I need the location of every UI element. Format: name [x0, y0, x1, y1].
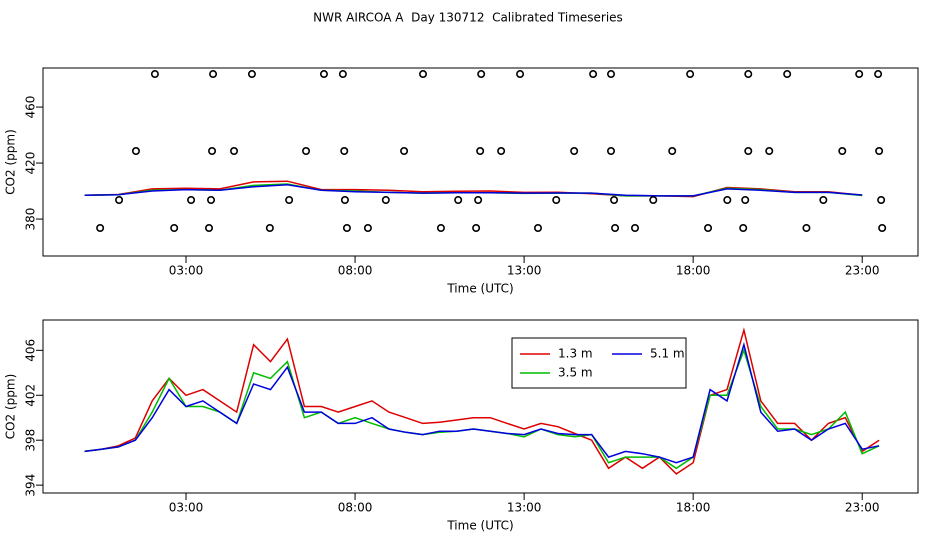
- data-point: [765, 147, 774, 156]
- data-point: [115, 196, 124, 205]
- data-point: [878, 224, 887, 233]
- x-tick-label: 23:00: [845, 501, 880, 515]
- data-point: [363, 224, 372, 233]
- data-point: [739, 224, 748, 233]
- data-point: [668, 147, 677, 156]
- data-line: [84, 183, 863, 197]
- x-tick-label: 08:00: [338, 264, 373, 278]
- data-point: [607, 147, 616, 156]
- data-point: [96, 224, 105, 233]
- data-point: [741, 196, 750, 205]
- data-point: [516, 70, 525, 79]
- data-point: [131, 147, 140, 156]
- data-point: [170, 224, 179, 233]
- data-point: [802, 224, 811, 233]
- data-point: [533, 224, 542, 233]
- data-point: [474, 196, 483, 205]
- data-point: [570, 147, 579, 156]
- data-point: [247, 70, 256, 79]
- x-tick-label: 08:00: [338, 501, 373, 515]
- data-point: [477, 70, 486, 79]
- data-point: [319, 70, 328, 79]
- plot-frame: [42, 67, 919, 257]
- y-tick-label: 394: [24, 474, 38, 497]
- data-point: [340, 147, 349, 156]
- data-point: [150, 70, 159, 79]
- x-axis-label: Time (UTC): [446, 519, 513, 533]
- y-tick-label: 398: [24, 429, 38, 452]
- data-point: [208, 147, 217, 156]
- data-point: [207, 196, 216, 205]
- x-tick-label: 18:00: [676, 501, 711, 515]
- x-tick-label: 13:00: [507, 501, 542, 515]
- data-point: [875, 147, 884, 156]
- data-point: [855, 70, 864, 79]
- data-point: [877, 196, 886, 205]
- data-point: [400, 147, 409, 156]
- x-tick-label: 23:00: [845, 264, 880, 278]
- data-point: [704, 224, 713, 233]
- data-point: [476, 147, 485, 156]
- data-point: [552, 196, 561, 205]
- data-point: [838, 147, 847, 156]
- y-tick-label: 460: [24, 96, 38, 119]
- data-point: [607, 70, 616, 79]
- data-point: [783, 70, 792, 79]
- x-tick-label: 13:00: [507, 264, 542, 278]
- plot-frame: [42, 319, 919, 494]
- data-point: [819, 196, 828, 205]
- y-axis-label: CO2 (ppm): [4, 374, 18, 440]
- data-point: [338, 70, 347, 79]
- legend-label: 1.3 m: [558, 347, 593, 361]
- data-point: [187, 196, 196, 205]
- legend-box: [511, 337, 687, 389]
- data-point: [230, 147, 239, 156]
- x-tick-label: 18:00: [676, 264, 711, 278]
- data-point: [285, 196, 294, 205]
- data-point: [381, 196, 390, 205]
- data-point: [302, 147, 311, 156]
- data-point: [589, 70, 598, 79]
- x-axis-label: Time (UTC): [446, 282, 513, 296]
- x-tick-label: 03:00: [169, 264, 204, 278]
- y-tick-label: 420: [24, 152, 38, 175]
- data-point: [611, 224, 620, 233]
- chart-title: NWR AIRCOA A Day 130712 Calibrated Times…: [313, 11, 623, 25]
- legend-label: 3.5 m: [558, 366, 593, 380]
- data-point: [454, 196, 463, 205]
- data-point: [419, 70, 428, 79]
- data-point: [265, 224, 274, 233]
- y-axis-label: CO2 (ppm): [4, 129, 18, 195]
- y-tick-label: 406: [24, 339, 38, 362]
- data-point: [610, 196, 619, 205]
- data-point: [472, 224, 481, 233]
- x-tick-label: 03:00: [169, 501, 204, 515]
- data-point: [342, 224, 351, 233]
- data-point: [744, 70, 753, 79]
- data-point: [497, 147, 506, 156]
- data-point: [340, 196, 349, 205]
- data-point: [209, 70, 218, 79]
- data-point: [686, 70, 695, 79]
- data-point: [723, 196, 732, 205]
- y-tick-label: 380: [24, 208, 38, 231]
- y-tick-label: 402: [24, 384, 38, 407]
- data-point: [874, 70, 883, 79]
- legend-label: 5.1 m: [650, 347, 685, 361]
- data-line: [84, 327, 880, 475]
- data-point: [205, 224, 214, 233]
- data-point: [649, 196, 658, 205]
- data-point: [631, 224, 640, 233]
- data-line: [84, 341, 880, 464]
- data-point: [744, 147, 753, 156]
- data-point: [436, 224, 445, 233]
